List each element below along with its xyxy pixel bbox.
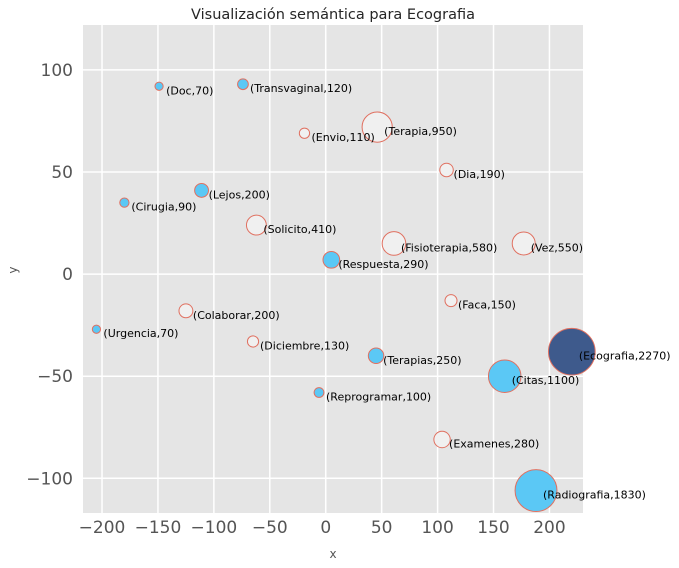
data-label: (Solicito,410) — [263, 223, 336, 236]
data-label: (Citas,1100) — [512, 374, 580, 387]
data-point — [322, 250, 341, 269]
data-point — [514, 469, 558, 513]
plot-area — [83, 25, 583, 513]
x-tick-label: 150 — [477, 518, 509, 538]
data-point — [313, 387, 325, 398]
data-label: (Urgencia,70) — [103, 327, 178, 340]
data-label: (Dia,190) — [454, 168, 505, 181]
data-point — [245, 214, 267, 236]
data-point — [547, 327, 596, 376]
data-point — [487, 359, 522, 393]
y-tick-label: 100 — [41, 61, 73, 81]
data-label: (Vez,550) — [531, 241, 583, 254]
data-label: (Examenes,280) — [449, 437, 539, 450]
data-point — [178, 303, 194, 319]
data-label: (Doc,70) — [166, 84, 213, 97]
data-label: (Faca,150) — [458, 299, 516, 312]
data-label: (Diciembre,130) — [260, 339, 349, 352]
data-label: (Radiografia,1830) — [543, 489, 646, 502]
data-point — [381, 231, 407, 256]
data-label: (Cirugia,90) — [131, 201, 196, 214]
data-point — [439, 162, 454, 178]
data-label: (Fisioterapia,580) — [401, 241, 497, 254]
data-point — [246, 335, 260, 348]
data-label: (Terapias,250) — [383, 354, 461, 367]
x-tick-label: −200 — [79, 518, 126, 538]
x-tick-label: 100 — [421, 518, 453, 538]
x-tick-label: 200 — [533, 518, 565, 538]
y-tick-label: 50 — [51, 163, 73, 183]
point-labels: (Doc,70) (Transvaginal,120) (Terapia,950) (… — [103, 82, 670, 501]
data-label: (Lejos,200) — [209, 188, 270, 201]
data-label: (Terapia,950) — [384, 125, 457, 138]
data-label: (Transvaginal,120) — [250, 82, 352, 95]
data-point — [361, 111, 393, 143]
data-label: (Ecografia,2270) — [579, 350, 671, 363]
data-point — [194, 182, 209, 198]
data-points — [91, 78, 596, 513]
data-point — [367, 347, 385, 365]
data-point — [154, 81, 164, 91]
y-tick-label: −100 — [26, 469, 73, 489]
x-tick-label: −150 — [135, 518, 182, 538]
x-tick-label: −100 — [191, 518, 238, 538]
data-point — [237, 78, 249, 91]
data-label: (Colaborar,200) — [193, 309, 280, 322]
x-axis-title: x — [329, 547, 336, 561]
y-tick-label: −50 — [37, 367, 73, 387]
data-point — [119, 197, 130, 208]
y-axis-title: y — [6, 266, 20, 273]
y-tick-label: 0 — [62, 265, 73, 285]
x-tick-label: 0 — [320, 518, 331, 538]
data-label: (Reprogramar,100) — [326, 391, 431, 404]
x-tick-label: 50 — [371, 518, 393, 538]
chart-title: Visualización semántica para Ecografia — [191, 7, 475, 23]
data-point — [433, 430, 451, 449]
data-label: (Respuesta,290) — [338, 258, 428, 271]
data-point — [298, 127, 311, 139]
data-label: (Envio,110) — [311, 131, 374, 144]
data-point — [511, 231, 536, 256]
x-tick-label: −50 — [252, 518, 288, 538]
data-point — [444, 294, 458, 308]
data-point — [91, 324, 102, 334]
tick-labels: −200 −150 −100 −50 0 50 100 150 200 −100 −50 0 50 100 — [26, 61, 565, 538]
